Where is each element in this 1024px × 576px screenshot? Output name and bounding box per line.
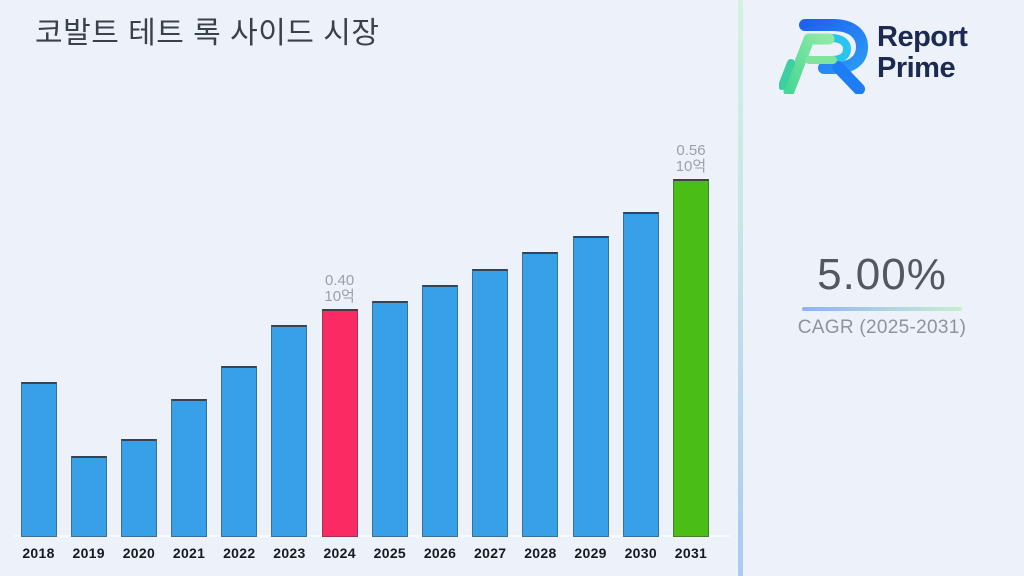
bar-2031 bbox=[672, 179, 709, 537]
x-tick-2022: 2022 bbox=[223, 545, 256, 561]
x-tick-2028: 2028 bbox=[524, 545, 557, 561]
bar-2018 bbox=[20, 382, 57, 537]
bar-2023 bbox=[271, 325, 308, 537]
cagr-value: 5.00% bbox=[817, 250, 947, 299]
x-tick-2031: 2031 bbox=[674, 545, 708, 561]
bar-2026 bbox=[422, 285, 459, 537]
x-tick-2027: 2027 bbox=[474, 545, 507, 561]
x-tick-2030: 2030 bbox=[624, 545, 657, 561]
brand-name-line1: Report bbox=[877, 21, 968, 53]
bar-2028 bbox=[522, 252, 559, 537]
bar-2020 bbox=[120, 439, 157, 537]
x-tick-2019: 2019 bbox=[72, 545, 105, 561]
x-tick-2021: 2021 bbox=[172, 545, 206, 561]
report-prime-logo-icon bbox=[779, 19, 869, 94]
x-tick-2024: 2024 bbox=[323, 545, 356, 561]
bar-label-2031: 0.56 10억 bbox=[675, 142, 707, 175]
brand-name: Report Prime bbox=[877, 21, 968, 84]
x-tick-2026: 2026 bbox=[423, 545, 457, 561]
vertical-divider bbox=[738, 0, 743, 576]
bar-2019 bbox=[70, 456, 107, 537]
x-tick-2020: 2020 bbox=[122, 545, 156, 561]
brand-name-line2: Prime bbox=[877, 52, 956, 84]
cagr-label: CAGR (2025-2031) bbox=[797, 317, 967, 338]
bar-2030 bbox=[622, 212, 659, 537]
x-tick-2029: 2029 bbox=[574, 545, 607, 561]
bar-2024 bbox=[321, 309, 358, 537]
brand: Report Prime bbox=[779, 12, 968, 94]
bar-2025 bbox=[371, 301, 408, 537]
cagr-underline-accent bbox=[802, 307, 962, 311]
bar-chart: 2018 2019 2020 2021 2022 2023 2024 2025 2026 2027… bbox=[14, 142, 730, 561]
bar-label-2024: 0.40 10억 bbox=[324, 272, 355, 305]
x-tick-2023: 2023 bbox=[273, 545, 306, 561]
page-title: 코발트 테트 록 사이드 시장 bbox=[35, 17, 380, 50]
bar-2022 bbox=[221, 366, 258, 537]
bar-2029 bbox=[572, 236, 609, 537]
bar-2021 bbox=[171, 399, 208, 537]
x-tick-2018: 2018 bbox=[22, 545, 55, 561]
cagr-block: 5.00% CAGR (2025-2031) bbox=[780, 250, 984, 339]
x-tick-2025: 2025 bbox=[373, 545, 406, 561]
bar-2027 bbox=[472, 269, 509, 537]
